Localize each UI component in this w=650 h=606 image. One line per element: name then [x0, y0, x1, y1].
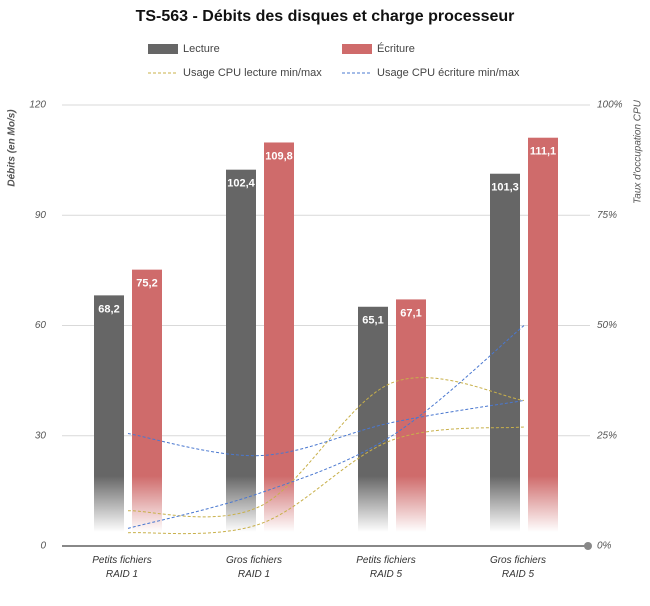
y-tick-label: 60 [35, 320, 47, 331]
y2-tick-label: 75% [597, 210, 617, 221]
y-tick-label: 0 [40, 541, 46, 552]
x-axis-end [584, 542, 592, 550]
value-label: 67,1 [400, 307, 421, 319]
legend-label: Écriture [377, 42, 415, 55]
x-tick-label: Gros fichiers RAID 5 [490, 555, 546, 580]
y2-axis-title: Taux d'occupation CPU [633, 99, 644, 204]
cpu-line [127, 377, 525, 518]
value-label: 111,1 [530, 146, 556, 158]
legend-label: Usage CPU lecture min/max [183, 67, 322, 79]
x-tick-label: Petits fichiers RAID 1 [92, 555, 151, 580]
value-label: 109,8 [265, 150, 293, 162]
value-label: 101,3 [491, 182, 519, 194]
cpu-line [127, 325, 525, 529]
y-tick-label: 120 [29, 100, 46, 111]
bar-fade [62, 476, 590, 546]
value-label: 102,4 [227, 178, 255, 190]
y-tick-label: 90 [35, 210, 47, 221]
legend-swatch [342, 44, 372, 54]
y-tick-label: 30 [35, 430, 47, 441]
x-tick-label: Gros fichiers RAID 1 [226, 555, 282, 580]
value-label: 68,2 [98, 303, 119, 315]
chart-title: TS-563 - Débits des disques et charge pr… [136, 8, 515, 25]
cpu-line [127, 399, 525, 457]
y-axis-title: Débits (en Mo/s) [7, 109, 18, 187]
y2-tick-label: 0% [597, 541, 612, 552]
x-tick-label: Petits fichiers RAID 5 [356, 555, 415, 580]
legend-swatch [148, 44, 178, 54]
value-label: 65,1 [362, 315, 383, 327]
y2-tick-label: 50% [597, 320, 617, 331]
y2-tick-label: 100% [597, 100, 623, 111]
legend-label: Usage CPU écriture min/max [377, 67, 520, 79]
cpu-line [127, 426, 525, 535]
y2-tick-label: 25% [596, 430, 617, 441]
legend-label: Lecture [183, 43, 220, 55]
value-label: 75,2 [136, 278, 157, 290]
